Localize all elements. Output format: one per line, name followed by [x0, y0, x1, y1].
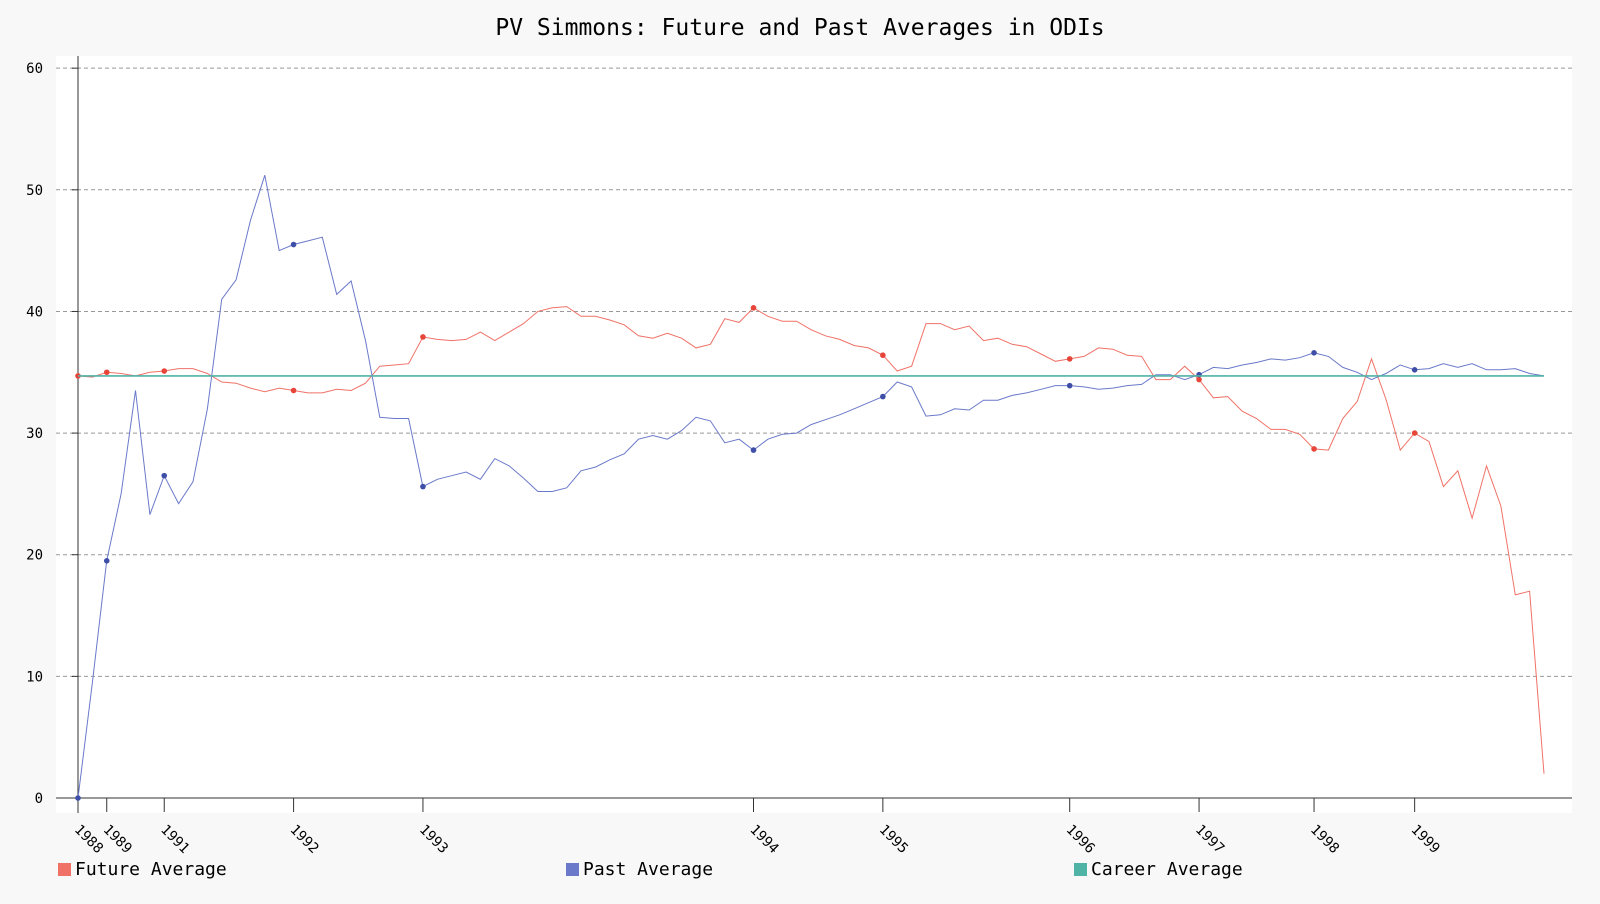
axes — [56, 56, 1572, 813]
series-line-future-average — [77, 306, 1545, 774]
y-tick-labels: 0 10 20 30 40 50 60 — [26, 61, 78, 807]
legend-label-career: Career Average — [1091, 858, 1243, 880]
data-point-past-average[interactable] — [103, 558, 110, 564]
legend-swatch-past — [566, 862, 579, 876]
series-line-past-average — [77, 175, 1545, 799]
data-point-past-average[interactable] — [750, 447, 757, 453]
data-point-future-average[interactable] — [1196, 376, 1202, 383]
legend-label-future: Future Average — [75, 858, 227, 880]
data-point-past-average[interactable] — [880, 393, 886, 400]
x-tick-label: 1992 — [287, 822, 322, 857]
data-point-future-average[interactable] — [1311, 446, 1317, 452]
data-point-future-average[interactable] — [1411, 430, 1418, 436]
x-tick-label: 1998 — [1307, 822, 1342, 857]
data-point-past-average[interactable] — [1311, 350, 1317, 356]
legend-item-future-average[interactable]: Future Average — [58, 858, 227, 880]
grid-lines — [56, 67, 1572, 677]
y-tick-label: 30 — [26, 426, 43, 442]
data-point-future-average[interactable] — [750, 304, 757, 311]
plot-background — [56, 56, 1572, 813]
x-tick-label: 1999 — [1408, 822, 1443, 857]
data-point-future-average[interactable] — [161, 368, 168, 374]
x-tick-label: 1988 — [71, 822, 106, 857]
x-tick-label: 1996 — [1063, 822, 1098, 857]
x-tick-label: 1994 — [746, 822, 781, 857]
x-tick-label: 1995 — [876, 822, 911, 857]
data-point-past-average[interactable] — [1066, 382, 1073, 389]
x-tick-label: 1989 — [100, 822, 135, 857]
legend-swatch-career — [1074, 862, 1087, 876]
x-tick-label: 1991 — [157, 822, 192, 857]
data-point-future-average[interactable] — [290, 387, 297, 394]
data-point-future-average[interactable] — [103, 369, 110, 376]
legend-label-past: Past Average — [583, 858, 714, 880]
data-point-future-average[interactable] — [880, 352, 886, 359]
data-point-future-average[interactable] — [1066, 356, 1073, 362]
data-point-past-average[interactable] — [420, 483, 426, 490]
y-tick-label: 10 — [26, 669, 43, 685]
y-tick-label: 50 — [26, 183, 43, 199]
y-tick-label: 40 — [26, 304, 43, 320]
series-lines — [75, 175, 1545, 801]
legend: Future Average Past Average Career Avera… — [0, 858, 1600, 882]
x-tick-label: 1993 — [416, 822, 451, 857]
x-tick-label: 1997 — [1192, 822, 1227, 857]
y-tick-label: 20 — [26, 548, 43, 564]
data-point-past-average[interactable] — [161, 472, 168, 479]
data-point-future-average[interactable] — [420, 334, 426, 340]
legend-item-past-average[interactable]: Past Average — [566, 858, 713, 880]
y-tick-label: 0 — [35, 791, 43, 807]
legend-swatch-future — [58, 862, 71, 876]
legend-item-career-average[interactable]: Career Average — [1074, 858, 1243, 880]
data-point-past-average[interactable] — [75, 795, 81, 801]
y-tick-label: 60 — [26, 61, 43, 77]
chart-title: PV Simmons: Future and Past Averages in … — [495, 15, 1104, 41]
data-point-past-average[interactable] — [290, 241, 297, 248]
data-point-past-average[interactable] — [1411, 367, 1418, 373]
